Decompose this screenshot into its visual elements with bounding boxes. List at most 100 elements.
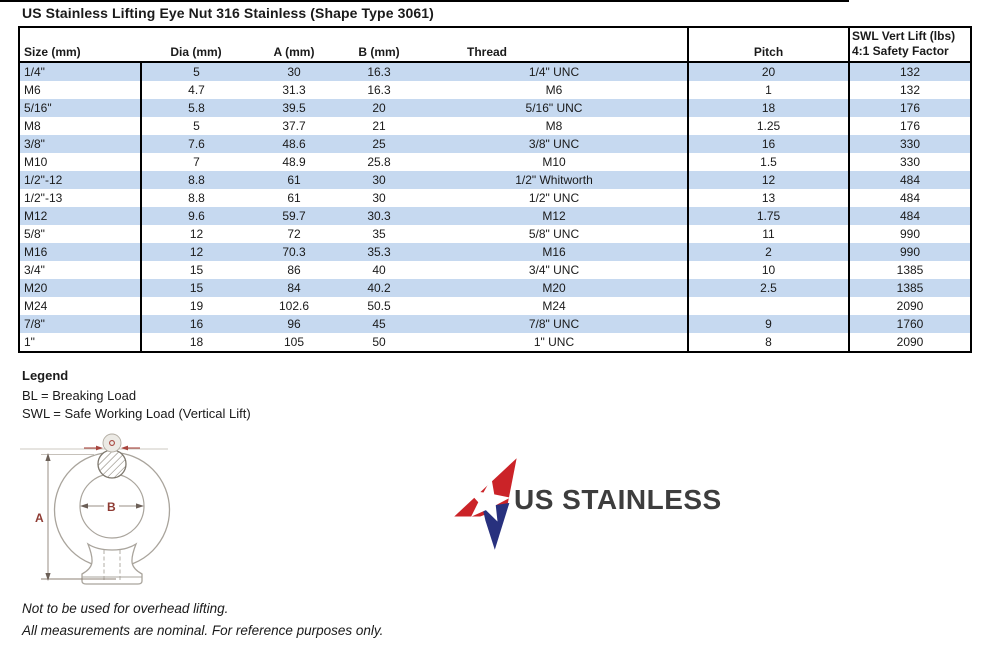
table-cell-dia: 18 bbox=[140, 333, 251, 352]
dim-a: A bbox=[35, 453, 116, 581]
table-cell-b: 40.2 bbox=[367, 281, 391, 295]
table-row: M6 4.7 31.3 16.3 M6 1 132 bbox=[19, 81, 971, 99]
table-cell-size: 3/4" bbox=[24, 263, 45, 277]
logo-white-star bbox=[467, 478, 511, 522]
table-row: M16 12 70.3 35.3 M16 2 990 bbox=[19, 243, 971, 261]
table-cell-dia: 7 bbox=[140, 153, 251, 171]
table-cell-dia: 15 bbox=[140, 279, 251, 297]
table-cell-size: 1/2"-12 bbox=[24, 173, 63, 187]
table-cell-size: M16 bbox=[24, 245, 48, 259]
table-cell-b: 45 bbox=[372, 317, 386, 331]
table-row: 5/8" 12 72 35 5/8" UNC 11 990 bbox=[19, 225, 971, 243]
table-cell-thread: 3/8" UNC bbox=[528, 137, 580, 151]
table-cell-a: 31.3 bbox=[282, 83, 306, 97]
table-cell-pitch: 16 bbox=[687, 135, 849, 153]
logo-wordmark: US STAINLESS bbox=[514, 484, 722, 515]
table-cell-a: 105 bbox=[283, 335, 305, 349]
table-cell-size: 3/8" bbox=[24, 137, 45, 151]
table-cell-a: 30 bbox=[287, 65, 301, 79]
table-cell-a: 61 bbox=[287, 173, 301, 187]
table-cell-thread: 1/2" UNC bbox=[528, 191, 580, 205]
table-row: 1/4" 5 30 16.3 1/4" UNC 20 132 bbox=[19, 62, 971, 81]
table-cell-pitch: 1.5 bbox=[687, 153, 849, 171]
table-cell-swl: 1385 bbox=[848, 279, 971, 297]
top-rule bbox=[0, 0, 849, 2]
table-cell-swl: 176 bbox=[848, 117, 971, 135]
table-cell-pitch: 2 bbox=[687, 243, 849, 261]
table-cell-pitch: 1 bbox=[687, 81, 849, 99]
spec-table-body: 1/4" 5 30 16.3 1/4" UNC 20 132 M6 4.7 31.3 16.3 M6 1… bbox=[19, 62, 971, 352]
table-cell-dia: 7.6 bbox=[140, 135, 251, 153]
table-cell-dia: 4.7 bbox=[140, 81, 251, 99]
table-cell-swl: 2090 bbox=[848, 297, 971, 315]
table-cell-thread: 1/4" UNC bbox=[528, 65, 580, 79]
table-cell-a: 61 bbox=[287, 191, 301, 205]
table-cell-dia: 5 bbox=[140, 117, 251, 135]
table-cell-dia: 5.8 bbox=[140, 99, 251, 117]
table-cell-thread: M10 bbox=[542, 155, 566, 169]
table-cell-swl: 1760 bbox=[848, 315, 971, 333]
table-cell-thread: M6 bbox=[545, 83, 563, 97]
bar-section-hatched-circle bbox=[97, 449, 127, 479]
table-cell-size: 7/8" bbox=[24, 317, 45, 331]
table-cell-a: 59.7 bbox=[282, 209, 306, 223]
dia-arrows bbox=[84, 445, 140, 451]
table-cell-thread: M8 bbox=[545, 119, 563, 133]
table-cell-pitch bbox=[687, 297, 849, 315]
page-title: US Stainless Lifting Eye Nut 316 Stainle… bbox=[22, 5, 434, 21]
table-cell-size: M24 bbox=[24, 299, 48, 313]
table-cell-a: 102.6 bbox=[278, 299, 310, 313]
table-cell-thread: M12 bbox=[542, 209, 566, 223]
header-cell-pitch: Pitch bbox=[687, 27, 849, 62]
table-cell-swl: 1385 bbox=[848, 261, 971, 279]
spec-table: Size (mm) Dia (mm) A (mm) B (mm) Thread Pitch… bbox=[18, 26, 972, 353]
table-cell-size: M12 bbox=[24, 209, 48, 223]
table-row: M8 5 37.7 21 M8 1.25 176 bbox=[19, 117, 971, 135]
table-cell-thread: 5/16" UNC bbox=[525, 101, 583, 115]
table-cell-swl: 990 bbox=[848, 243, 971, 261]
table-cell-size: 1/4" bbox=[24, 65, 45, 79]
table-cell-dia: 15 bbox=[140, 261, 251, 279]
dim-a-label: A bbox=[35, 511, 44, 525]
table-cell-size: M8 bbox=[24, 119, 41, 133]
table-cell-thread: 5/8" UNC bbox=[528, 227, 580, 241]
table-cell-thread: 3/4" UNC bbox=[528, 263, 580, 277]
legend-item-bl: BL = Breaking Load bbox=[22, 388, 137, 403]
table-cell-thread: 1" UNC bbox=[533, 335, 575, 349]
table-cell-a: 72 bbox=[287, 227, 301, 241]
table-row: 7/8" 16 96 45 7/8" UNC 9 1760 bbox=[19, 315, 971, 333]
table-cell-pitch: 9 bbox=[687, 315, 849, 333]
table-cell-b: 21 bbox=[372, 119, 386, 133]
note-nominal: All measurements are nominal. For refere… bbox=[22, 623, 384, 638]
table-row: M10 7 48.9 25.8 M10 1.5 330 bbox=[19, 153, 971, 171]
footer-notes: Not to be used for overhead lifting. All… bbox=[22, 598, 383, 642]
header-cell-thread: Thread bbox=[467, 45, 508, 59]
table-cell-pitch: 1.75 bbox=[687, 207, 849, 225]
table-cell-thread: M20 bbox=[542, 281, 566, 295]
table-cell-swl: 132 bbox=[848, 81, 971, 99]
table-cell-b: 40 bbox=[372, 263, 386, 277]
table-cell-a: 96 bbox=[287, 317, 301, 331]
table-cell-b: 20 bbox=[372, 101, 386, 115]
logo-blue-kite bbox=[482, 502, 510, 550]
table-row: M20 15 84 40.2 M20 2.5 1385 bbox=[19, 279, 971, 297]
table-cell-a: 48.6 bbox=[282, 137, 306, 151]
table-cell-dia: 8.8 bbox=[140, 189, 251, 207]
table-cell-dia: 19 bbox=[140, 297, 251, 315]
table-cell-thread: 1/2" Whitworth bbox=[515, 173, 593, 187]
table-cell-dia: 8.8 bbox=[140, 171, 251, 189]
table-row: 1/2"-12 8.8 61 30 1/2" Whitworth 12 484 bbox=[19, 171, 971, 189]
table-cell-pitch: 12 bbox=[687, 171, 849, 189]
table-row: 1/2"-13 8.8 61 30 1/2" UNC 13 484 bbox=[19, 189, 971, 207]
table-cell-dia: 12 bbox=[140, 225, 251, 243]
table-cell-pitch: 8 bbox=[687, 333, 849, 352]
table-cell-swl: 484 bbox=[848, 189, 971, 207]
table-cell-b: 30.3 bbox=[367, 209, 391, 223]
table-cell-b: 35 bbox=[372, 227, 386, 241]
table-cell-dia: 16 bbox=[140, 315, 251, 333]
table-cell-pitch: 20 bbox=[687, 62, 849, 81]
table-cell-swl: 176 bbox=[848, 99, 971, 117]
table-cell-swl: 330 bbox=[848, 135, 971, 153]
table-cell-a: 84 bbox=[287, 281, 301, 295]
header-cell-dia: Dia (mm) bbox=[170, 45, 222, 59]
